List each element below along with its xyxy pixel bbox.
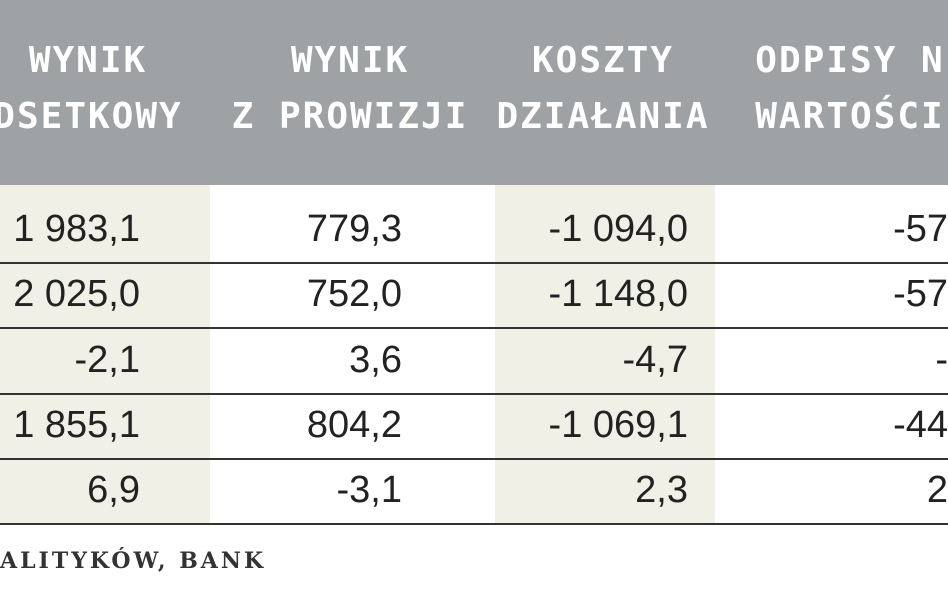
column-header: WARTOŚCI xyxy=(755,96,945,137)
source-note: ALITYKÓW, BANK xyxy=(0,548,267,574)
row-rule xyxy=(0,262,948,264)
table-cell: 2,3 xyxy=(635,469,688,511)
table-cell: -1 094,0 xyxy=(548,208,688,250)
table-cell: 1 983,1 xyxy=(13,208,140,250)
table-cell: 804,2 xyxy=(306,404,402,446)
row-rule xyxy=(0,458,948,460)
table-cell: -57 xyxy=(893,208,948,250)
column-header: ODPISY N xyxy=(755,40,945,81)
table-cell: -2,1 xyxy=(74,339,140,381)
table-cell: 1 855,1 xyxy=(13,404,140,446)
column-header: KOSZTY xyxy=(531,40,675,81)
table-cell: 2 xyxy=(926,469,948,511)
table-cell: -1 148,0 xyxy=(548,273,688,315)
column-header: WYNIK xyxy=(28,40,148,81)
column-shade xyxy=(495,185,715,525)
table-cell: -1 069,1 xyxy=(548,404,688,446)
table-cell: 2 025,0 xyxy=(13,273,140,315)
table-cell: 3,6 xyxy=(349,339,402,381)
column-shade xyxy=(0,185,210,525)
table-cell: -3,1 xyxy=(336,469,402,511)
table-cell: -44 xyxy=(893,404,948,446)
table-cell: -4,7 xyxy=(622,339,688,381)
column-header: DZIAŁANIA xyxy=(496,96,710,137)
column-header: Z PROWIZJI xyxy=(231,96,469,137)
column-header: DSETKOWY xyxy=(0,96,183,137)
column-header: WYNIK xyxy=(290,40,410,81)
table-cell: 779,3 xyxy=(306,208,402,250)
table-cell: -57 xyxy=(893,273,948,315)
row-rule xyxy=(0,327,948,329)
header-band xyxy=(0,0,948,185)
table-cell: 752,0 xyxy=(306,273,402,315)
table-cell: 6,9 xyxy=(87,469,140,511)
row-rule xyxy=(0,523,948,525)
row-rule xyxy=(0,393,948,395)
table-cell: - xyxy=(935,339,948,381)
